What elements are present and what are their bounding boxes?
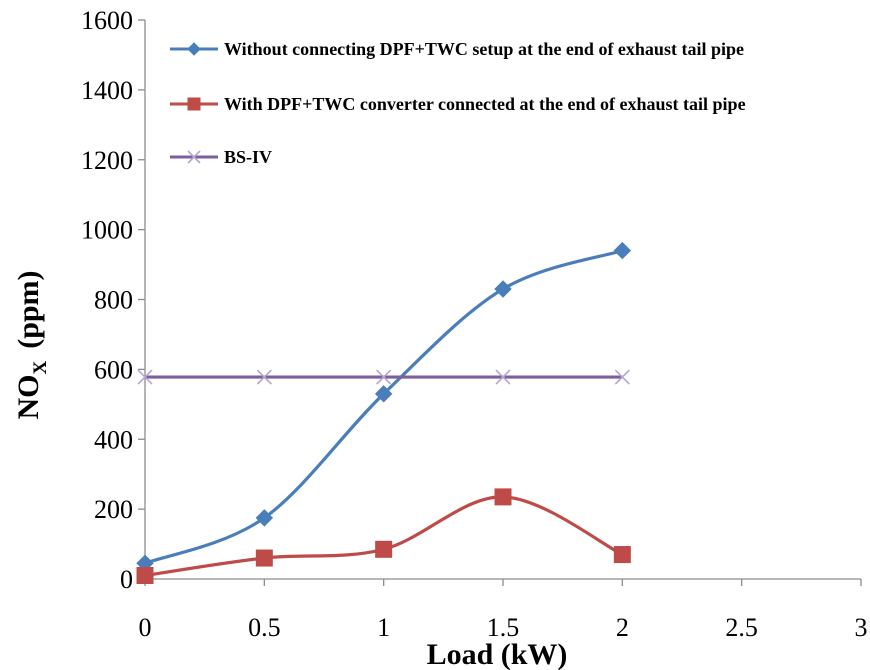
x-tick-label: 1.5 — [487, 613, 520, 642]
series-3-marker-stroke — [614, 369, 630, 385]
plot-background — [145, 20, 861, 579]
series-2-marker — [375, 540, 393, 558]
y-tick-label: 1200 — [81, 146, 133, 175]
y-tick-label: 1400 — [81, 76, 133, 105]
series-3-marker — [137, 369, 153, 385]
y-axis-title-main: NO — [12, 375, 45, 420]
series-1-marker — [255, 509, 274, 527]
series-3-marker — [256, 369, 272, 385]
series-3 — [137, 369, 630, 385]
y-tick-label: 1600 — [81, 6, 133, 35]
legend-swatch-marker — [187, 42, 201, 56]
x-tick-label: 3 — [855, 613, 868, 642]
legend-swatch-marker — [187, 150, 201, 164]
y-tick-label: 800 — [94, 286, 133, 315]
legend-item-2: With DPF+TWC converter connected at the … — [170, 94, 746, 114]
x-tick-label: 0 — [139, 613, 152, 642]
x-tick-label: 0.5 — [248, 613, 281, 642]
series-2-marker — [494, 488, 512, 506]
series-3-marker-stroke — [495, 369, 511, 385]
series-2-marker — [613, 546, 631, 564]
series-3-marker-stroke — [137, 369, 153, 385]
y-axis-title-subscript: X — [30, 361, 51, 375]
legend-item-1: Without connecting DPF+TWC setup at the … — [170, 39, 744, 59]
legend-swatch-marker — [187, 97, 201, 111]
plot-area — [145, 20, 861, 579]
legend-label: BS-IV — [224, 147, 272, 167]
legend-label: Without connecting DPF+TWC setup at the … — [224, 39, 744, 59]
series-1-marker — [374, 385, 393, 403]
y-tick-label: 1000 — [81, 216, 133, 245]
series-2-marker — [255, 549, 273, 567]
legend-item-3: BS-IV — [170, 147, 272, 167]
y-tick-label: 600 — [94, 355, 133, 384]
series-3-marker — [614, 369, 630, 385]
series-3-marker-stroke — [376, 369, 392, 385]
x-tick-label: 2 — [616, 613, 629, 642]
series-3-marker — [495, 369, 511, 385]
legend-swatch-marker-stroke — [187, 150, 201, 164]
y-axis-title-unit: (ppm) — [12, 270, 45, 348]
series-2 — [136, 488, 631, 585]
legend-label: With DPF+TWC converter connected at the … — [224, 94, 746, 114]
y-axis-title: NOX (ppm) — [12, 270, 51, 419]
series-1-marker — [494, 280, 512, 298]
y-tick-label: 0 — [120, 565, 133, 594]
series-group — [136, 241, 632, 585]
y-tick-label: 400 — [94, 425, 133, 454]
x-tick-label: 2.5 — [725, 613, 758, 642]
axes: 0 200 400 600 800 1000 1200 1400 1600 0 0.5 1 1.5 2 2.… — [81, 6, 868, 642]
legend: Without connecting DPF+TWC setup at the … — [170, 39, 746, 167]
series-1-marker — [613, 241, 632, 260]
series-3-marker-stroke — [256, 369, 272, 385]
x-tick-label: 1 — [377, 613, 390, 642]
series-3-marker — [376, 369, 392, 385]
y-tick-label: 200 — [94, 495, 133, 524]
x-axis-title: Load (kW) — [427, 638, 568, 670]
series-2-marker — [136, 567, 154, 585]
